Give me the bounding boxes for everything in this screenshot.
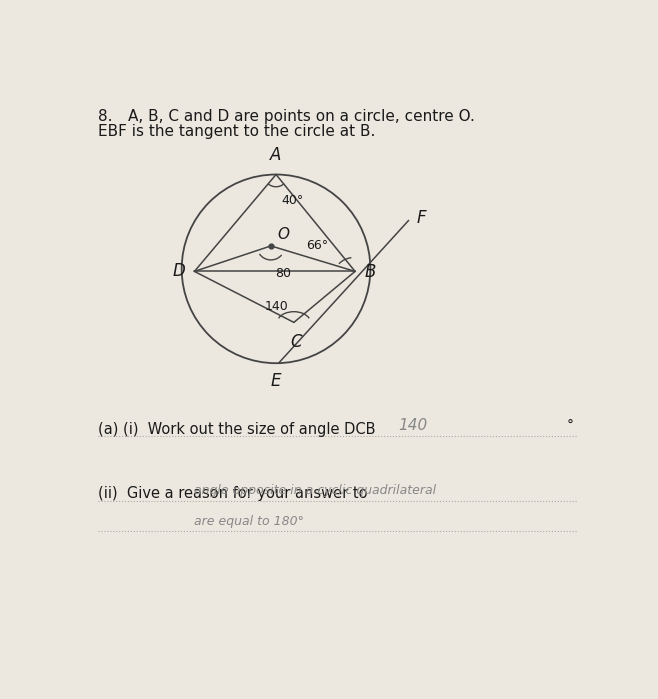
Text: D: D bbox=[172, 262, 186, 280]
Text: 80: 80 bbox=[275, 267, 291, 280]
Text: A, B, C and D are points on a circle, centre O.: A, B, C and D are points on a circle, ce… bbox=[128, 109, 475, 124]
Text: °: ° bbox=[567, 419, 574, 433]
Text: 66°: 66° bbox=[306, 239, 328, 252]
Text: 8.: 8. bbox=[97, 109, 112, 124]
Text: (ii)  Give a reason for your answer to: (ii) Give a reason for your answer to bbox=[97, 486, 367, 500]
Text: C: C bbox=[291, 333, 302, 351]
Text: A: A bbox=[270, 146, 282, 164]
Text: (a) (i)  Work out the size of angle DCB: (a) (i) Work out the size of angle DCB bbox=[97, 421, 375, 437]
Text: B: B bbox=[365, 264, 376, 282]
Text: 40°: 40° bbox=[281, 194, 303, 207]
Text: 140: 140 bbox=[265, 300, 289, 313]
Text: EBF is the tangent to the circle at B.: EBF is the tangent to the circle at B. bbox=[97, 124, 375, 138]
Text: F: F bbox=[417, 210, 426, 227]
Text: 140: 140 bbox=[399, 418, 428, 433]
Text: O: O bbox=[277, 227, 289, 242]
Text: E: E bbox=[271, 373, 281, 390]
Text: are equal to 180°: are equal to 180° bbox=[195, 515, 304, 528]
Text: angle opposite in a cyclic quadrilateral: angle opposite in a cyclic quadrilateral bbox=[195, 484, 436, 497]
